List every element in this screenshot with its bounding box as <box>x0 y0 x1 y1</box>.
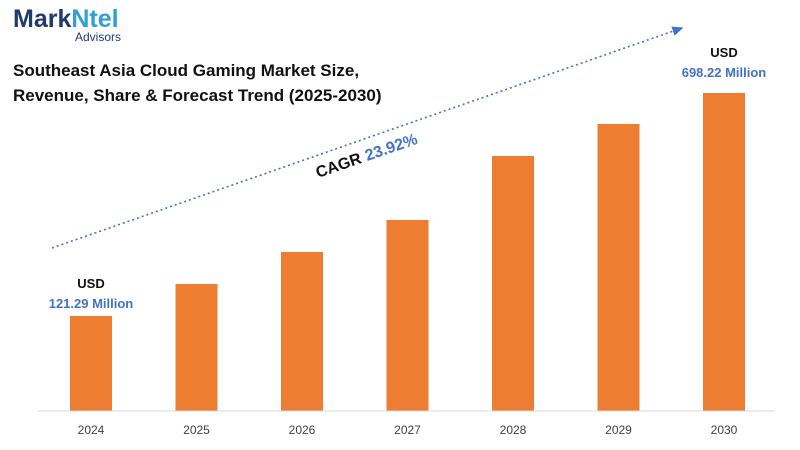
start-value-currency: USD <box>77 276 104 291</box>
bar-2029 <box>597 124 640 411</box>
x-tick-2030: 2030 <box>711 423 738 437</box>
bar-2028 <box>492 156 534 411</box>
cagr-label: CAGR <box>314 150 364 182</box>
x-tick-2028: 2028 <box>500 423 527 437</box>
x-tick-2025: 2025 <box>183 423 210 437</box>
cagr-trend-arrow <box>51 26 684 249</box>
bar-2024 <box>70 316 112 411</box>
cagr-annotation: CAGR23.92% <box>314 131 420 182</box>
bar-2030 <box>703 93 745 411</box>
bar-2025 <box>175 284 218 411</box>
logo-mark-text: Mark <box>13 5 71 33</box>
x-axis-ticks: 2024 2025 2026 2027 2028 2029 2030 <box>78 423 738 437</box>
end-value-amount: 698.22 Million <box>682 65 767 80</box>
bar-2027 <box>386 220 429 411</box>
chart-title-line-1: Southeast Asia Cloud Gaming Market Size, <box>13 61 359 80</box>
x-tick-2024: 2024 <box>78 423 105 437</box>
x-tick-2029: 2029 <box>605 423 632 437</box>
svg-text:MarkNtel: MarkNtel <box>13 5 119 33</box>
marknetl-logo: MarkNtel Advisors <box>13 5 121 44</box>
chart-title-line-2: Revenue, Share & Forecast Trend (2025-20… <box>13 86 382 105</box>
x-tick-2026: 2026 <box>289 423 316 437</box>
bar-2026 <box>281 252 323 411</box>
start-value-amount: 121.29 Million <box>49 296 134 311</box>
x-tick-2027: 2027 <box>394 423 421 437</box>
bars-group <box>70 93 745 411</box>
end-value-currency: USD <box>710 45 737 60</box>
cagr-value: 23.92% <box>363 131 420 165</box>
logo-subtitle: Advisors <box>75 30 121 44</box>
logo-ntel-text: Ntel <box>71 5 118 33</box>
